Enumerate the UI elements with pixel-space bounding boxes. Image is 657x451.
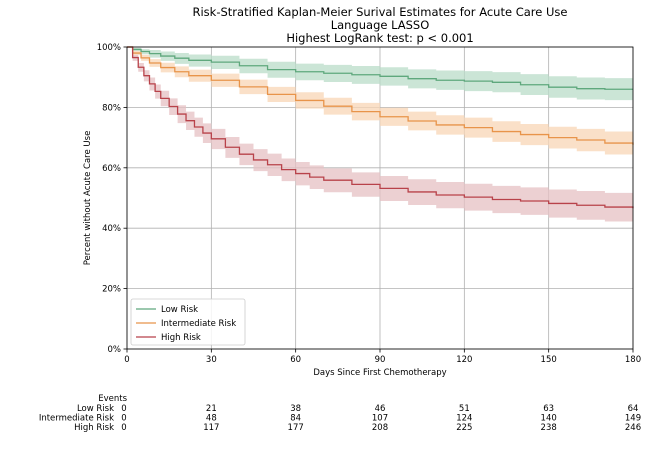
chart-title: Risk-Stratified Kaplan-Meier Surival Est… [193,5,568,19]
risk-cell: 225 [456,423,472,433]
x-tick-label: 30 [206,355,217,365]
risk-cell: 0 [121,404,126,414]
y-tick-label: 40% [102,224,121,234]
risk-cell: 0 [121,423,126,433]
legend: Low Risk Intermediate Risk High Risk [130,298,246,346]
risk-row-label: High Risk [74,423,114,433]
risk-cell: 149 [625,414,641,424]
survival-line-low-risk [127,46,633,90]
x-tick-label: 150 [541,355,557,365]
legend-label-high-risk: High Risk [161,333,201,343]
legend-label-intermediate-risk: Intermediate Risk [161,319,236,329]
risk-cell: 51 [459,404,470,414]
y-tick-label: 80% [102,103,121,113]
legend-label-low-risk: Low Risk [161,305,198,315]
risk-cell: 117 [203,423,219,433]
risk-cell: 0 [121,414,126,424]
survival-line-high-risk [127,46,634,209]
y-tick-label: 20% [102,285,121,295]
y-tick-label: 60% [102,164,121,174]
risk-cell: 48 [206,414,217,424]
legend-box [130,298,246,346]
risk-cell: 84 [290,414,301,424]
confidence-band-low-risk [127,47,633,101]
risk-cell: 124 [456,414,472,424]
x-tick-label: 180 [625,355,641,365]
confidence-band-intermediate-risk [127,47,633,157]
risk-cell: 246 [625,423,641,433]
chart-logrank-subtitle: Highest LogRank test: p < 0.001 [286,31,473,45]
chart-subtitle: Language LASSO [331,18,430,32]
risk-cell: 107 [372,414,388,424]
events-risk-table: Events Low Risk 0 21 38 46 51 63 64 Intermediate… [39,394,641,433]
risk-cell: 140 [541,414,557,424]
x-tick-label: 90 [375,355,386,365]
risk-cell: 177 [288,423,304,433]
x-axis-label: Days Since First Chemotherapy [313,368,446,378]
risk-row-label: Intermediate Risk [39,414,114,424]
risk-cell: 21 [206,404,217,414]
x-axis-ticks: 0 30 60 90 120 150 180 [124,349,641,365]
y-tick-label: 0% [108,345,122,355]
risk-cell: 208 [372,423,388,433]
risk-cell: 63 [543,404,554,414]
risk-row-label: Low Risk [77,404,114,414]
y-axis-ticks: 0% 20% 40% 60% 80% 100% [97,43,127,355]
survival-lines [127,46,634,209]
risk-cell: 64 [628,404,639,414]
x-tick-label: 0 [124,355,129,365]
risk-cell: 238 [541,423,557,433]
survival-line-intermediate-risk [127,46,634,145]
risk-cell: 46 [375,404,386,414]
y-tick-label: 100% [97,43,121,53]
y-axis-label: Percent without Acute Care Use [83,131,93,266]
x-tick-label: 120 [456,355,472,365]
risk-cell: 38 [290,404,301,414]
x-tick-label: 60 [290,355,301,365]
chart-title-block: Risk-Stratified Kaplan-Meier Surival Est… [193,5,568,45]
risk-table-header: Events [98,394,127,404]
